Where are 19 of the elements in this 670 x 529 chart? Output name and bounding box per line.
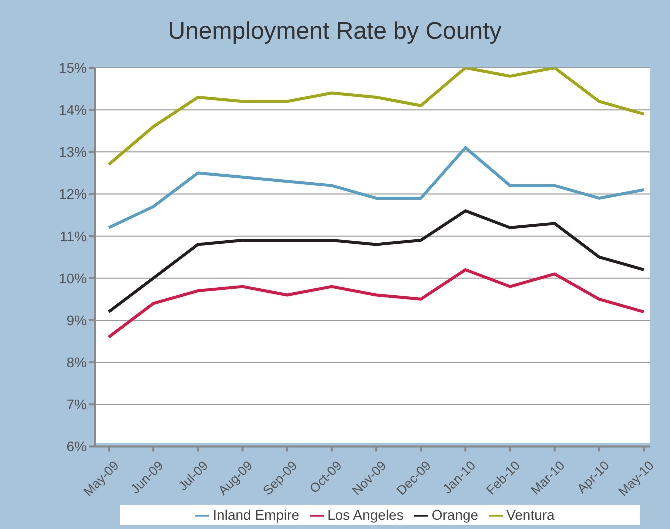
y-tick-label: 9% <box>66 312 87 328</box>
y-tick-label: 10% <box>58 270 87 286</box>
legend-label: Los Angeles <box>328 506 404 523</box>
y-tick-label: 12% <box>58 186 87 202</box>
legend-label: Inland Empire <box>213 506 300 523</box>
y-tick-label: 8% <box>66 354 87 371</box>
y-tick-label: 15% <box>58 60 87 76</box>
line-series <box>108 68 646 166</box>
y-tick-label: 6% <box>66 438 87 455</box>
line-series <box>108 268 646 339</box>
y-tick-label: 11% <box>60 228 87 244</box>
chart-title: Unemployment Rate by County <box>167 18 503 46</box>
line-series <box>108 146 646 230</box>
y-tick-label: 7% <box>66 396 87 413</box>
legend-label: Ventura <box>506 506 555 523</box>
y-tick-label: 13% <box>58 144 87 160</box>
y-tick-label: 14% <box>58 102 87 118</box>
legend-label: Orange <box>432 506 479 523</box>
line-series <box>108 210 646 314</box>
